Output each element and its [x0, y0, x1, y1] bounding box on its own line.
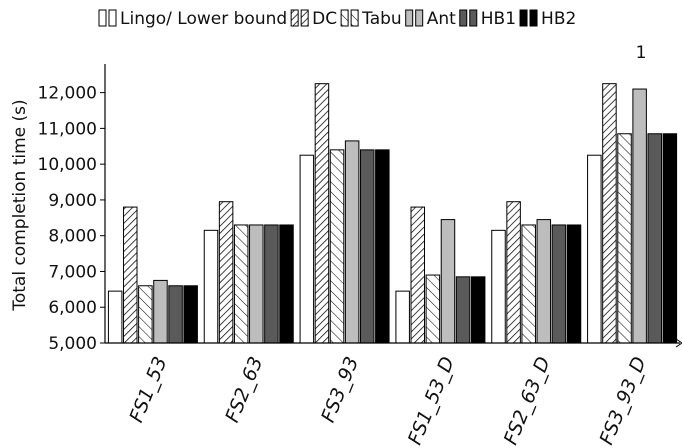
- legend-swatch: [98, 9, 107, 27]
- legend-swatch: [469, 9, 478, 27]
- legend-item-dc: DC: [290, 9, 337, 29]
- y-tick-label: 11,000: [38, 119, 97, 139]
- bar-tabu-fs3_93_d: [617, 133, 632, 344]
- bar-ant-fs1_53: [153, 279, 168, 344]
- x-tick-label: FS2_63: [221, 354, 267, 426]
- legend-swatch: [108, 9, 117, 27]
- bar-ant-fs2_63: [249, 224, 264, 344]
- plot-bars: [107, 83, 678, 344]
- bar-hb1-fs2_63_d: [551, 224, 567, 344]
- bar-lingo-lower-bound-fs1_53_d: [395, 290, 410, 344]
- y-tick-label: 5,000: [48, 334, 97, 354]
- legend-swatch: [340, 9, 349, 27]
- bar-hb1-fs1_53: [168, 285, 183, 344]
- bar-lingo-lower-bound-fs3_93: [299, 154, 315, 344]
- bar-hb2-fs2_63_d: [566, 224, 582, 344]
- legend-item-lingo-lower-bound: Lingo/ Lower bound: [98, 9, 287, 29]
- bar-dc-fs3_93: [314, 83, 330, 344]
- legend-swatch: [415, 9, 424, 27]
- bar-dc-fs1_53_d: [410, 206, 426, 344]
- bar-hb1-fs3_93_d: [647, 133, 662, 344]
- bar-hb2-fs3_93_d: [662, 133, 678, 344]
- bar-tabu-fs1_53: [138, 285, 153, 344]
- x-tick-label: FS2_63_D: [500, 354, 555, 448]
- bar-tabu-fs2_63_d: [521, 224, 536, 344]
- legend-item-ant: Ant: [405, 9, 456, 29]
- legend-label: HB1: [481, 9, 516, 29]
- bar-tabu-fs1_53_d: [425, 274, 441, 344]
- x-tick-label: FS3_93: [317, 354, 363, 426]
- y-tick-label: 9,000: [48, 191, 97, 211]
- bar-ant-fs1_53_d: [440, 219, 456, 344]
- x-tick-label: FS3_93_D: [596, 354, 651, 448]
- y-tick-label: 6,000: [48, 298, 97, 318]
- legend-swatch: [290, 9, 299, 27]
- bar-lingo-lower-bound-fs1_53: [107, 290, 123, 344]
- legend: Lingo/ Lower bound DC Tabu Ant HB1 HB2: [98, 9, 576, 29]
- bar-hb2-fs1_53: [183, 285, 198, 344]
- legend-item-hb2: HB2: [519, 9, 576, 29]
- legend-swatch: [529, 9, 538, 27]
- bar-hb2-fs2_63: [279, 224, 294, 344]
- bar-dc-fs2_63: [218, 201, 234, 344]
- y-axis-ticks: 5,000 6,000 7,000 8,000 9,000 10,000 11,000 12,…: [38, 84, 105, 354]
- y-tick-label: 10,000: [38, 155, 97, 175]
- bar-dc-fs1_53: [123, 206, 138, 344]
- x-axis-categories: FS1_53 FS2_63 FS3_93 FS1_53_D FS2_63_D FS3_93…: [125, 354, 650, 448]
- bar-lingo-lower-bound-fs2_63: [203, 229, 219, 344]
- bar-hb1-fs2_63: [264, 224, 279, 344]
- bar-ant-fs2_63_d: [536, 219, 552, 344]
- legend-swatch: [350, 9, 359, 27]
- x-tick-label: FS1_53: [125, 354, 171, 426]
- bar-tabu-fs3_93: [329, 149, 345, 344]
- legend-label: Ant: [427, 9, 456, 29]
- legend-label: HB2: [541, 9, 576, 29]
- y-tick-label: 7,000: [48, 262, 97, 282]
- legend-swatch: [459, 9, 468, 27]
- legend-swatch: [300, 9, 309, 27]
- bar-ant-fs3_93_d: [632, 88, 647, 344]
- bar-lingo-lower-bound-fs2_63_d: [491, 229, 506, 344]
- bar-ant-fs3_93: [344, 140, 360, 344]
- bar-hb1-fs3_93: [359, 149, 375, 344]
- legend-label: Lingo/ Lower bound: [120, 9, 287, 29]
- x-tick-label: FS1_53_D: [404, 354, 459, 448]
- legend-swatch: [519, 9, 528, 27]
- bar-dc-fs2_63_d: [506, 201, 521, 344]
- bar-hb2-fs1_53_d: [470, 276, 486, 344]
- legend-label: DC: [312, 9, 337, 29]
- y-tick-label: 12,000: [38, 84, 97, 104]
- legend-item-hb1: HB1: [459, 9, 516, 29]
- x-axis-arrow-icon: [675, 338, 682, 348]
- legend-item-tabu: Tabu: [340, 9, 402, 29]
- legend-swatch: [405, 9, 414, 27]
- bar-dc-fs3_93_d: [602, 83, 617, 344]
- legend-wrap-text: 1: [636, 43, 647, 63]
- bar-tabu-fs2_63: [233, 224, 249, 344]
- bar-hb2-fs3_93: [375, 149, 390, 344]
- y-axis-label: Total completion time (s): [10, 99, 30, 311]
- bar-hb1-fs1_53_d: [455, 276, 471, 344]
- bar-lingo-lower-bound-fs3_93_d: [587, 154, 602, 344]
- legend-label: Tabu: [361, 9, 402, 29]
- y-tick-label: 8,000: [48, 227, 97, 247]
